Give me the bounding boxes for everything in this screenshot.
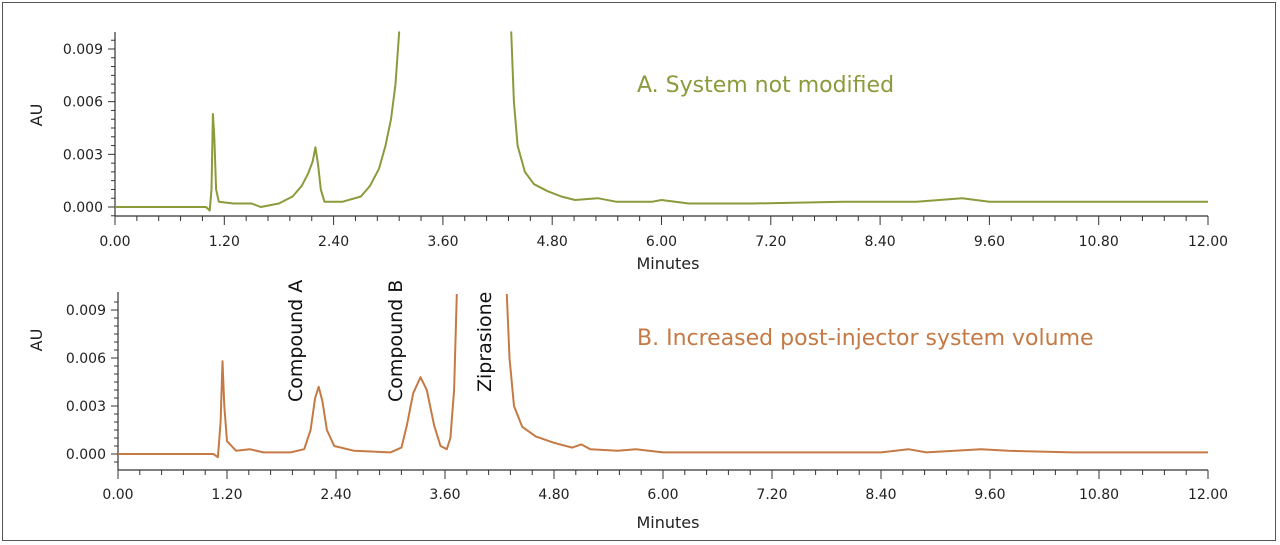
panel-a-x-tick-label: 7.20 [755, 234, 786, 250]
panel-b-x-tick-label: 9.60 [974, 487, 1005, 503]
panel-a-x-tick-label: 1.20 [209, 234, 240, 250]
panel-a-y-tick-label: 0.003 [63, 147, 103, 163]
panel-a-x-tick-label: 12.00 [1188, 234, 1228, 250]
panel-a-trace-segment-1 [115, 31, 401, 212]
panel-a-trace-segment-2 [510, 31, 1208, 205]
panel-b-x-tick-label: 7.20 [756, 487, 787, 503]
panel-a-y-tick-label: 0.009 [63, 42, 103, 58]
panel-b-x-tick-label: 1.20 [211, 487, 242, 503]
panel-b-x-tick-label: 8.40 [865, 487, 896, 503]
panel-b-trace-segment-2 [505, 293, 1208, 454]
panel-b-x-tick-label: 0.00 [102, 487, 133, 503]
panel-a-xlabel: Minutes [637, 254, 700, 273]
panel-b-y-tick-label: 0.009 [66, 303, 106, 319]
panel-b-x-tick-label: 12.00 [1188, 487, 1228, 503]
panel-a-y-tick-label: 0.000 [63, 200, 103, 216]
panel-a-y-tick-label: 0.006 [63, 95, 103, 111]
panel-b-y-tick-label: 0.000 [66, 447, 106, 463]
panel-b-x-tick-label: 3.60 [429, 487, 460, 503]
panel-b-title: B. Increased post-injector system volume [637, 326, 1094, 351]
panel-a-x-tick-label: 8.40 [865, 234, 896, 250]
annotation-compound-b: Compound B [385, 280, 407, 402]
panel-b-y-tick-label: 0.003 [66, 399, 106, 415]
panel-b-x-tick-label: 6.00 [647, 487, 678, 503]
panel-a-x-tick-label: 0.00 [99, 234, 130, 250]
panel-a-x-tick-label: 10.80 [1079, 234, 1119, 250]
panel-a-x-tick-label: 6.00 [646, 234, 677, 250]
panel-b-ylabel: AU [27, 329, 46, 352]
panel-b-x-tick-label: 4.80 [538, 487, 569, 503]
panel-b-x-tick-label: 2.40 [320, 487, 351, 503]
panel-a-x-tick-label: 3.60 [427, 234, 458, 250]
panel-a-x-tick-label: 2.40 [318, 234, 349, 250]
panel-b-y-tick-label: 0.006 [66, 351, 106, 367]
annotation-ziprasione: Ziprasione [474, 292, 496, 392]
panel-a-ylabel: AU [27, 104, 46, 127]
panel-a-x-tick-label: 4.80 [537, 234, 568, 250]
annotation-compound-a: Compound A [285, 280, 307, 402]
panel-a-title: A. System not modified [637, 73, 894, 98]
panel-b-x-tick-label: 10.80 [1079, 487, 1119, 503]
panel-b-xlabel: Minutes [637, 513, 700, 532]
panel-a-x-tick-label: 9.60 [974, 234, 1005, 250]
panel-b-trace-segment-1 [118, 293, 458, 459]
